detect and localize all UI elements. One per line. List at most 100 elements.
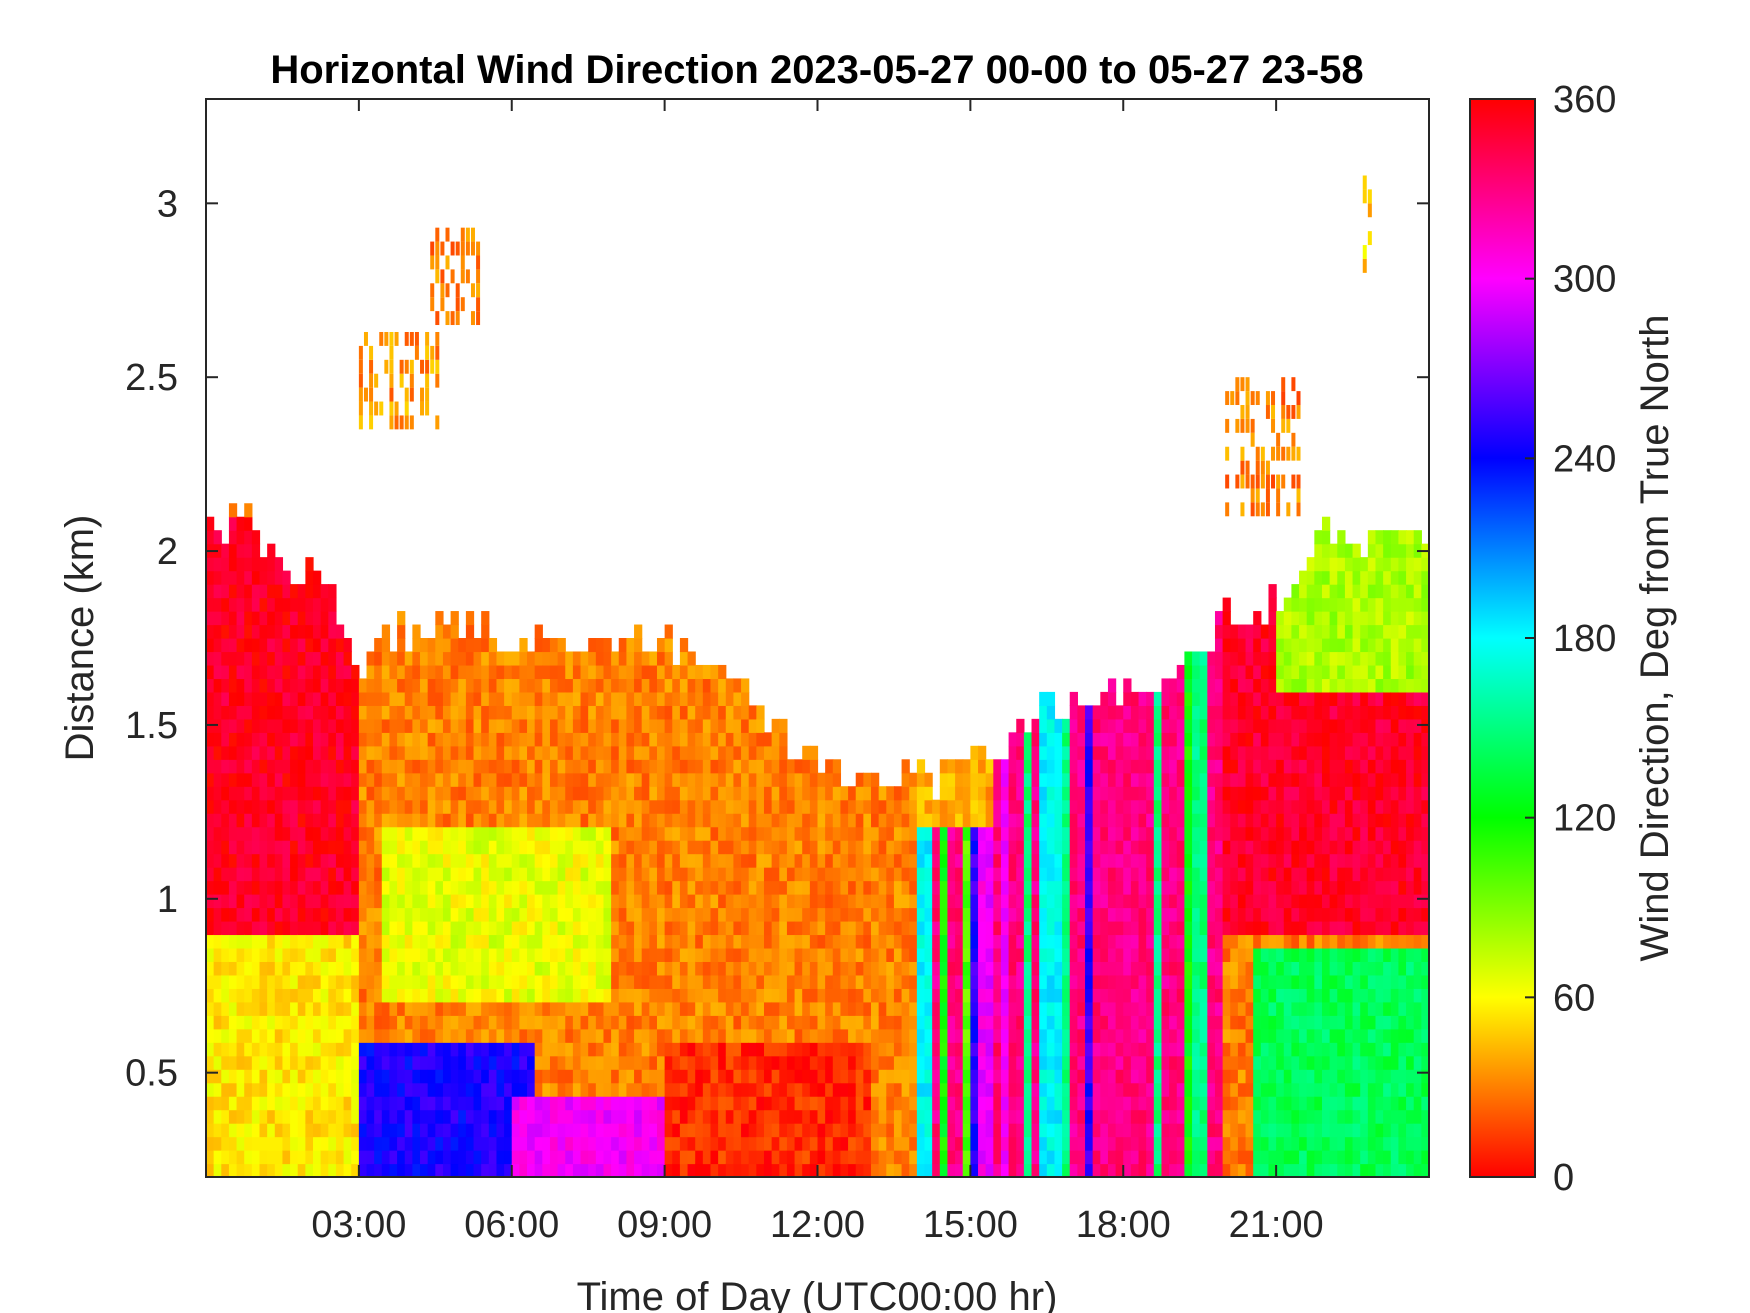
- heatmap-cell: [840, 1015, 849, 1030]
- heatmap-cell: [978, 894, 987, 909]
- heatmap-cell: [1092, 1150, 1101, 1165]
- heatmap-cell: [1054, 1055, 1063, 1070]
- heatmap-cell: [282, 624, 291, 639]
- heatmap-cell: [504, 1163, 513, 1177]
- heatmap-cell: [871, 799, 880, 814]
- heatmap-cell: [206, 516, 215, 531]
- heatmap-cell: [1169, 678, 1178, 693]
- heatmap-cell: [328, 678, 337, 693]
- heatmap-cell: [725, 840, 735, 855]
- heatmap-cell: [855, 1123, 864, 1138]
- heatmap-cell: [1016, 1082, 1025, 1097]
- heatmap-cell: [465, 880, 475, 895]
- heatmap-cell: [511, 799, 520, 814]
- heatmap-cell: [664, 988, 673, 1003]
- heatmap-cell: [863, 799, 872, 814]
- heatmap-cell: [932, 894, 941, 909]
- heatmap-cell: [825, 1163, 834, 1177]
- heatmap-cell: [817, 934, 826, 949]
- heatmap-cell: [656, 934, 666, 949]
- heatmap-cell: [1062, 1082, 1071, 1097]
- heatmap-cell: [206, 880, 215, 895]
- heatmap-cell: [763, 894, 773, 909]
- heatmap-cell: [221, 557, 230, 572]
- heatmap-cell: [1008, 732, 1017, 747]
- heatmap-cell: [557, 759, 566, 774]
- heatmap-cell: [825, 988, 834, 1003]
- heatmap-cell: [374, 1150, 383, 1165]
- heatmap-cell: [641, 664, 650, 680]
- heatmap-cell: [855, 1163, 864, 1177]
- heatmap-cell: [909, 894, 918, 909]
- heatmap-cell: [251, 867, 261, 882]
- heatmap-cell: [511, 1042, 520, 1057]
- heatmap-cell: [1115, 1150, 1124, 1165]
- heatmap-cell: [1000, 974, 1010, 989]
- heatmap-cell: [840, 1055, 849, 1070]
- heatmap-cell: [786, 974, 796, 989]
- heatmap-cell: [328, 664, 337, 680]
- heatmap-cell: [442, 678, 452, 693]
- heatmap-cell: [1039, 961, 1048, 976]
- heatmap-cell: [1023, 1082, 1033, 1097]
- heatmap-cell: [679, 867, 689, 882]
- heatmap-cell: [1031, 799, 1040, 814]
- heatmap-cell: [1031, 786, 1040, 801]
- heatmap-cell: [985, 1028, 994, 1043]
- heatmap-cell: [259, 920, 268, 936]
- heatmap-cell: [251, 1055, 261, 1070]
- heatmap-cell: [465, 853, 475, 868]
- heatmap-cell: [664, 799, 673, 814]
- heatmap-cell: [1192, 1150, 1201, 1165]
- heatmap-cell: [939, 988, 949, 1003]
- heatmap-cell: [427, 732, 436, 747]
- heatmap-cell: [656, 718, 666, 733]
- heatmap-cell: [228, 1109, 238, 1124]
- heatmap-cell: [244, 718, 253, 733]
- heatmap-cell: [1169, 840, 1178, 855]
- heatmap-cell: [603, 853, 612, 868]
- heatmap-cell: [1176, 664, 1185, 680]
- heatmap-cell: [420, 786, 429, 801]
- heatmap-cell: [886, 1150, 895, 1165]
- heatmap-cell: [412, 786, 421, 801]
- heatmap-cell: [305, 934, 314, 949]
- heatmap-cell: [924, 813, 933, 828]
- heatmap-cell: [1199, 947, 1208, 962]
- heatmap-cell: [427, 1042, 436, 1057]
- heatmap-cell: [763, 988, 773, 1003]
- heatmap-cell: [1107, 1001, 1117, 1016]
- heatmap-cell: [595, 772, 605, 787]
- heatmap-cell: [916, 772, 926, 787]
- heatmap-cell: [412, 880, 421, 895]
- heatmap-cell: [305, 597, 314, 612]
- heatmap-cell: [328, 1136, 337, 1151]
- heatmap-cell: [932, 1109, 941, 1124]
- heatmap-cell: [1214, 745, 1224, 760]
- heatmap-cell: [206, 1042, 215, 1057]
- heatmap-cell: [473, 826, 482, 841]
- heatmap-cell: [297, 772, 306, 787]
- heatmap-cell: [1161, 1109, 1170, 1124]
- heatmap-cell: [542, 638, 551, 653]
- heatmap-cell: [496, 1069, 505, 1084]
- heatmap-cell: [420, 1055, 429, 1070]
- heatmap-cell: [1046, 1136, 1056, 1151]
- heatmap-cell: [1115, 920, 1124, 936]
- heatmap-cell: [236, 988, 245, 1003]
- heatmap-cell: [1046, 1109, 1056, 1124]
- heatmap-cell: [206, 826, 215, 841]
- heatmap-cell: [389, 1136, 398, 1151]
- heatmap-cell: [397, 691, 406, 706]
- heatmap-cell: [893, 1136, 903, 1151]
- heatmap-cell: [1039, 1069, 1048, 1084]
- heatmap-cell: [985, 880, 994, 895]
- heatmap-cell: [305, 1109, 314, 1124]
- heatmap-cell: [297, 786, 306, 801]
- heatmap-cell: [1123, 718, 1132, 733]
- heatmap-cell: [251, 705, 261, 720]
- heatmap-cell: [267, 638, 276, 653]
- heatmap-cell: [909, 1123, 918, 1138]
- heatmap-cell: [710, 894, 719, 909]
- heatmap-cell: [641, 934, 650, 949]
